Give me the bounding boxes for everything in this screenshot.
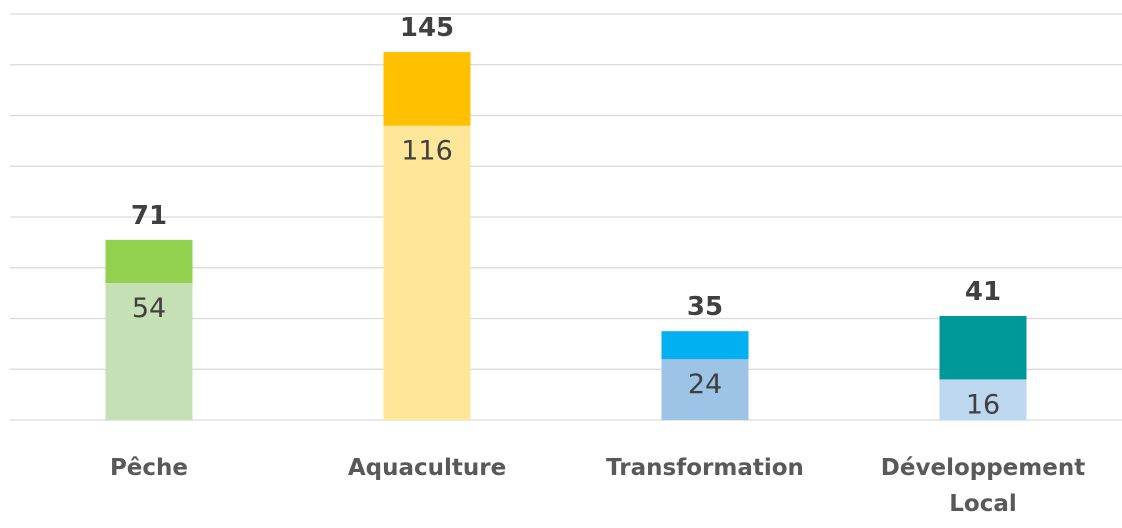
x-tick-label: Aquaculture: [347, 455, 507, 481]
bar: [939, 379, 1027, 420]
value-label: 16: [966, 389, 1000, 420]
value-label: 24: [688, 369, 722, 400]
x-tick-label: Développement Local: [880, 455, 1086, 517]
bar: [661, 359, 749, 420]
total-label: 71: [131, 201, 167, 231]
x-tick-label: Transformation: [606, 455, 804, 481]
value-label: 116: [401, 136, 453, 167]
bar: [383, 125, 471, 421]
value-label: 54: [132, 293, 166, 324]
bar: [105, 282, 193, 420]
total-label: 145: [400, 13, 454, 43]
x-tick-label: Pêche: [109, 455, 189, 481]
total-label: 35: [687, 292, 723, 322]
total-label: 41: [965, 277, 1001, 307]
